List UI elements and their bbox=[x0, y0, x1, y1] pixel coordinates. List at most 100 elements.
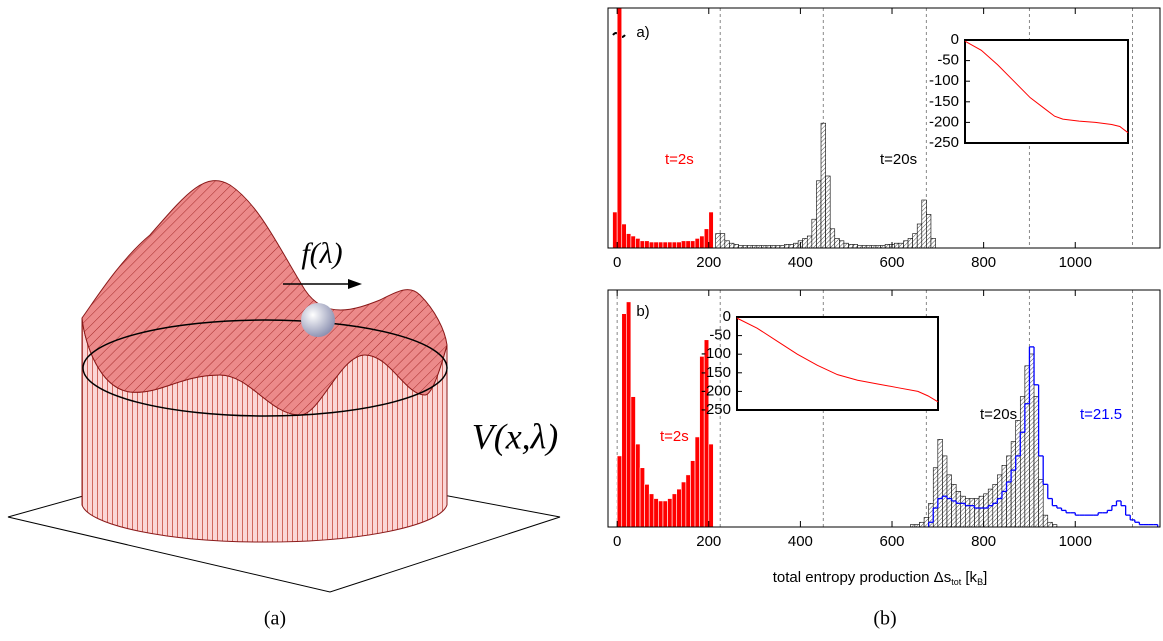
histogram-bar bbox=[680, 240, 687, 248]
histogram-bar bbox=[806, 235, 813, 248]
series-label: t=20s bbox=[880, 151, 917, 168]
histogram-bar bbox=[690, 460, 696, 527]
x-tick-label: 200 bbox=[696, 254, 721, 271]
histogram-bar bbox=[662, 500, 668, 527]
histogram-bar bbox=[671, 493, 678, 527]
histogram-bar bbox=[974, 498, 980, 527]
inset-line bbox=[736, 317, 939, 403]
histogram-bar bbox=[1029, 353, 1035, 527]
x-axis-label-part: B bbox=[977, 577, 983, 587]
histogram-bar bbox=[703, 228, 710, 248]
histogram-bar bbox=[680, 481, 687, 527]
histogram-bar bbox=[653, 498, 659, 527]
panel-label: b) bbox=[636, 303, 649, 320]
x-tick-label: 400 bbox=[788, 254, 813, 271]
histogram-bar bbox=[820, 122, 826, 248]
plot-frame bbox=[607, 289, 1161, 528]
series-label: t=20s bbox=[980, 406, 1017, 423]
histogram-bar bbox=[852, 244, 858, 248]
histogram-bar bbox=[1052, 524, 1058, 527]
x-axis-label-part: tot bbox=[951, 577, 962, 587]
histogram-bar bbox=[1010, 441, 1017, 527]
histogram-bar bbox=[685, 240, 691, 248]
histogram-bar bbox=[616, 8, 623, 248]
histogram-bar bbox=[639, 240, 645, 248]
histogram-bar bbox=[694, 238, 700, 248]
histogram-bar bbox=[658, 241, 664, 248]
histogram-bar bbox=[719, 233, 726, 248]
histogram-bar bbox=[923, 517, 929, 527]
x-tick-label: 800 bbox=[971, 533, 996, 550]
x-tick-label: 800 bbox=[971, 254, 996, 271]
y-tick-label: -50 bbox=[709, 327, 731, 344]
histogram-bar bbox=[667, 241, 673, 248]
potential-drawing bbox=[7, 180, 561, 593]
histogram-bar bbox=[1001, 465, 1007, 527]
series-label: t=21.5 bbox=[1080, 406, 1122, 423]
histogram-bar bbox=[997, 474, 1003, 527]
plot-area bbox=[612, 8, 936, 248]
histogram-bar bbox=[690, 240, 696, 248]
histogram-bar bbox=[894, 242, 900, 248]
caption: (b) bbox=[873, 608, 896, 630]
histogram-bar bbox=[926, 214, 932, 248]
x-axis-label-part: ] bbox=[983, 569, 987, 586]
histogram-bar bbox=[1019, 396, 1026, 527]
y-tick-label: -150 bbox=[701, 364, 731, 381]
y-tick-label: -200 bbox=[701, 382, 731, 399]
x-tick-label: 400 bbox=[788, 533, 813, 550]
x-axis-label-part: [k bbox=[961, 569, 977, 586]
histogram-bar bbox=[708, 443, 714, 527]
histogram-bar bbox=[676, 488, 682, 527]
histogram-bar bbox=[992, 484, 998, 527]
plot-area bbox=[616, 301, 1159, 527]
histogram-bar bbox=[658, 500, 664, 527]
x-tick-label: 0 bbox=[613, 254, 621, 271]
histogram-bar bbox=[816, 180, 822, 248]
series-label: t=2s bbox=[665, 151, 694, 168]
histogram-bar bbox=[648, 493, 655, 527]
histogram-bar bbox=[724, 240, 730, 248]
panel-label: a) bbox=[636, 24, 649, 41]
histogram-bar bbox=[932, 467, 939, 527]
histogram-bar bbox=[694, 436, 700, 527]
histogram-bar bbox=[788, 244, 794, 248]
histogram-bar bbox=[919, 521, 925, 527]
x-tick-label: 600 bbox=[880, 533, 905, 550]
x-tick-label: 0 bbox=[613, 533, 621, 550]
histogram-bar bbox=[898, 242, 904, 248]
histogram-bar bbox=[653, 241, 659, 248]
histogram-bar bbox=[848, 244, 854, 248]
histogram-bar bbox=[715, 233, 721, 248]
histogram-bar bbox=[839, 240, 845, 248]
y-tick-label: -100 bbox=[929, 72, 959, 89]
histogram-bar bbox=[621, 313, 627, 527]
histogram-bar bbox=[916, 223, 923, 248]
histogram-bar bbox=[1047, 521, 1053, 527]
histogram-bar bbox=[825, 175, 831, 248]
histogram-bar bbox=[733, 244, 739, 248]
histogram-bar bbox=[903, 240, 909, 248]
histogram-bar bbox=[965, 498, 971, 527]
histogram-bar bbox=[685, 474, 691, 527]
y-tick-label: 0 bbox=[951, 31, 959, 48]
inset-frame bbox=[736, 316, 939, 411]
histogram-bar bbox=[942, 455, 948, 527]
histogram-bar bbox=[946, 474, 952, 527]
histogram-bar bbox=[921, 199, 927, 248]
potential-label: V(x,λ) bbox=[472, 416, 559, 456]
histogram-bar bbox=[626, 301, 632, 527]
histogram-bar bbox=[951, 484, 957, 527]
histogram-bar bbox=[1024, 365, 1030, 527]
histogram-bar bbox=[834, 238, 840, 248]
histogram-bar bbox=[1033, 396, 1039, 527]
histogram-bar bbox=[884, 244, 891, 248]
histogram-bar bbox=[1042, 514, 1049, 527]
histogram-bar bbox=[671, 241, 678, 248]
histogram-bar bbox=[978, 495, 984, 527]
histogram-bar bbox=[955, 491, 962, 527]
histogram-bar bbox=[648, 241, 655, 248]
histogram-bar bbox=[708, 211, 714, 248]
histogram-bar bbox=[635, 443, 641, 527]
